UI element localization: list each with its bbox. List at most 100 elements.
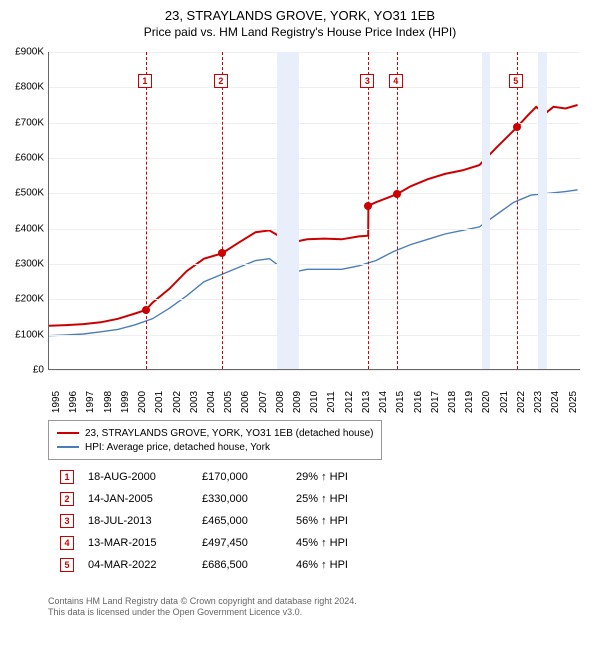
sales-table-row: 214-JAN-2005£330,00025% ↑ HPI — [60, 488, 386, 510]
gridline — [49, 335, 580, 336]
sale-dot — [142, 306, 150, 314]
sale-marker-line — [222, 52, 223, 369]
y-axis-label: £100K — [2, 329, 44, 340]
x-axis-label: 2023 — [533, 391, 544, 413]
sale-delta: 29% ↑ HPI — [296, 471, 386, 483]
sale-date: 14-JAN-2005 — [88, 493, 188, 505]
x-axis-label: 2020 — [481, 391, 492, 413]
recession-band — [538, 52, 547, 369]
sale-price: £330,000 — [202, 493, 282, 505]
y-axis-label: £800K — [2, 82, 44, 93]
plot-area — [48, 52, 580, 370]
x-axis-label: 1995 — [51, 391, 62, 413]
sale-price: £497,450 — [202, 537, 282, 549]
sales-table-row: 1 18-AUG-2000 £170,000 29% ↑ HPI — [60, 466, 386, 488]
legend-swatch-hpi — [57, 446, 79, 448]
gridline — [49, 87, 580, 88]
recession-band — [482, 52, 490, 369]
sale-price: £465,000 — [202, 515, 282, 527]
sale-marker-box: 4 — [389, 74, 403, 88]
footer-line-1: Contains HM Land Registry data © Crown c… — [48, 596, 357, 607]
sale-marker-box: 1 — [138, 74, 152, 88]
legend-row-hpi: HPI: Average price, detached house, York — [57, 440, 373, 454]
gridline — [49, 299, 580, 300]
sale-price: £170,000 — [202, 471, 282, 483]
y-axis-label: £600K — [2, 153, 44, 164]
x-axis-label: 2021 — [499, 391, 510, 413]
sales-table: 118-AUG-2000£170,00029% ↑ HPI214-JAN-200… — [60, 466, 386, 576]
x-axis-label: 2005 — [223, 391, 234, 413]
x-axis-label: 2011 — [326, 391, 337, 413]
x-axis-label: 2025 — [568, 391, 579, 413]
x-axis-label: 2009 — [292, 391, 303, 413]
sale-number-box: 3 — [60, 514, 74, 528]
chart-subtitle: Price paid vs. HM Land Registry's House … — [0, 25, 600, 45]
sale-number-box: 5 — [60, 558, 74, 572]
sale-marker-box: 3 — [360, 74, 374, 88]
y-axis-label: £700K — [2, 117, 44, 128]
chart-title: 23, STRAYLANDS GROVE, YORK, YO31 1EB — [0, 0, 600, 25]
sale-marker-line — [397, 52, 398, 369]
sale-marker-box: 2 — [214, 74, 228, 88]
sale-delta: 25% ↑ HPI — [296, 493, 386, 505]
series-svg — [49, 52, 581, 370]
x-axis-label: 2024 — [550, 391, 561, 413]
y-axis-label: £300K — [2, 259, 44, 270]
sale-delta: 45% ↑ HPI — [296, 537, 386, 549]
legend-label-property: 23, STRAYLANDS GROVE, YORK, YO31 1EB (de… — [85, 428, 373, 439]
recession-band — [277, 52, 299, 369]
x-axis-label: 2010 — [309, 391, 320, 413]
gridline — [49, 229, 580, 230]
x-axis-label: 2001 — [154, 391, 165, 413]
x-axis-label: 2007 — [258, 391, 269, 413]
footer-text: Contains HM Land Registry data © Crown c… — [48, 596, 357, 619]
footer-line-2: This data is licensed under the Open Gov… — [48, 607, 357, 618]
x-axis-label: 2004 — [206, 391, 217, 413]
sale-date: 18-AUG-2000 — [88, 471, 188, 483]
gridline — [49, 370, 580, 371]
chart-container: 23, STRAYLANDS GROVE, YORK, YO31 1EB Pri… — [0, 0, 600, 650]
sale-date: 18-JUL-2013 — [88, 515, 188, 527]
y-axis-label: £500K — [2, 188, 44, 199]
sale-number-box: 4 — [60, 536, 74, 550]
gridline — [49, 193, 580, 194]
sale-marker-box: 5 — [509, 74, 523, 88]
sale-date: 04-MAR-2022 — [88, 559, 188, 571]
y-axis-label: £200K — [2, 294, 44, 305]
x-axis-label: 2014 — [378, 391, 389, 413]
sale-delta: 46% ↑ HPI — [296, 559, 386, 571]
sale-dot — [218, 249, 226, 257]
sale-price: £686,500 — [202, 559, 282, 571]
sale-delta: 56% ↑ HPI — [296, 515, 386, 527]
x-axis-label: 2006 — [240, 391, 251, 413]
sale-dot — [393, 190, 401, 198]
sale-date: 13-MAR-2015 — [88, 537, 188, 549]
y-axis-label: £400K — [2, 223, 44, 234]
x-axis-label: 2017 — [430, 391, 441, 413]
sale-marker-line — [146, 52, 147, 369]
legend-label-hpi: HPI: Average price, detached house, York — [85, 442, 270, 453]
x-axis-label: 2015 — [395, 391, 406, 413]
x-axis-label: 2018 — [447, 391, 458, 413]
sales-table-row: 4 13-MAR-2015 £497,450 45% ↑ HPI — [60, 532, 386, 554]
x-axis-label: 2022 — [516, 391, 527, 413]
x-axis-label: 1996 — [68, 391, 79, 413]
gridline — [49, 52, 580, 53]
series-property — [49, 105, 578, 326]
legend-row-property: 23, STRAYLANDS GROVE, YORK, YO31 1EB (de… — [57, 426, 373, 440]
gridline — [49, 158, 580, 159]
x-axis-label: 2012 — [344, 391, 355, 413]
sale-number-box: 1 — [60, 470, 74, 484]
x-axis-label: 2000 — [137, 391, 148, 413]
sale-marker-line — [368, 52, 369, 369]
x-axis-label: 2019 — [464, 391, 475, 413]
gridline — [49, 264, 580, 265]
sale-dot — [364, 202, 372, 210]
x-axis-label: 2013 — [361, 391, 372, 413]
x-axis-label: 2003 — [189, 391, 200, 413]
legend: 23, STRAYLANDS GROVE, YORK, YO31 1EB (de… — [48, 420, 382, 460]
x-axis-label: 1999 — [120, 391, 131, 413]
x-axis-label: 2008 — [275, 391, 286, 413]
y-axis-label: £900K — [2, 47, 44, 58]
sales-table-row: 5 04-MAR-2022 £686,500 46% ↑ HPI — [60, 554, 386, 576]
